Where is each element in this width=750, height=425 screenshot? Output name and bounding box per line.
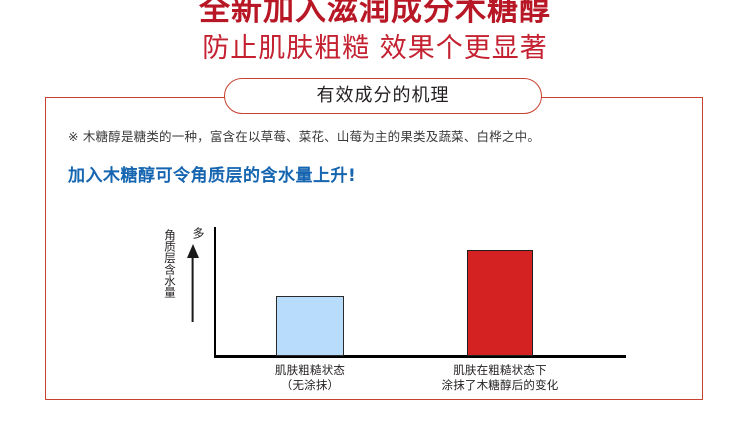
panel-title-text: 有效成分的机理 — [316, 85, 450, 106]
y-axis-line — [214, 227, 216, 358]
x-axis-label-xylitol: 肌肤在粗糙状态下 涂抹了木糖醇后的变化 — [430, 363, 570, 393]
x-axis-label-rough-skin-line1: 肌肤粗糙状态 — [274, 363, 346, 377]
panel-title-pill: 有效成分的机理 — [224, 78, 542, 114]
headline-secondary: 防止肌肤粗糙 效果个更显著 — [202, 33, 548, 64]
mechanism-panel — [45, 97, 703, 400]
headline-primary: 全新加入滋润成分木糖醇 — [199, 0, 551, 28]
up-arrow-icon — [187, 244, 199, 322]
y-axis-label: 角质层含水量 — [163, 229, 177, 298]
x-axis-label-xylitol-line2: 涂抹了木糖醇后的变化 — [441, 378, 559, 392]
x-axis-label-rough-skin-line2: （无涂抹） — [280, 378, 340, 392]
y-axis-top-marker: 多 — [191, 227, 205, 239]
ingredient-note: ※ 木糖醇是糖类的一种，富含在以草莓、菜花、山莓为主的果类及蔬菜、白桦之中。 — [68, 129, 541, 144]
headline-block: 全新加入滋润成分木糖醇 防止肌肤粗糙 效果个更显著 — [0, 0, 750, 66]
bar-rough-skin — [276, 296, 344, 356]
moisture-bar-chart: 角质层含水量 多 肌肤粗糙状态 （无涂抹） 肌肤在粗糙状态下 涂抹了木糖醇后的变… — [160, 222, 660, 397]
x-axis-label-rough-skin: 肌肤粗糙状态 （无涂抹） — [250, 363, 370, 393]
x-axis-label-xylitol-line1: 肌肤在粗糙状态下 — [453, 363, 547, 377]
x-axis-line — [214, 355, 626, 358]
bar-xylitol-applied — [467, 250, 533, 356]
benefit-headline: 加入木糖醇可令角质层的含水量上升! — [68, 166, 357, 186]
